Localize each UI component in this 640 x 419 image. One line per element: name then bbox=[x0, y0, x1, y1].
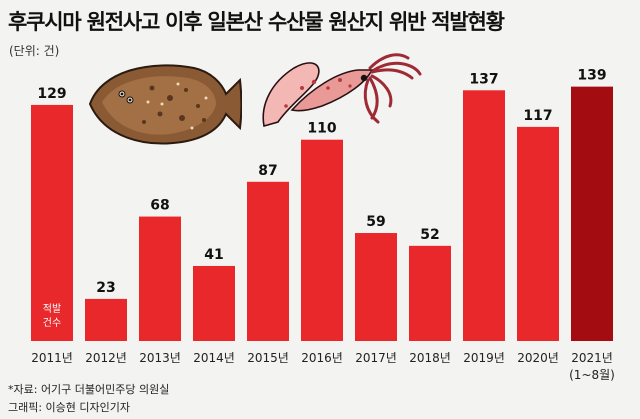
x-tick-label: 2015년 bbox=[247, 351, 289, 365]
bar-2014년 bbox=[193, 265, 235, 341]
x-tick-label: 2020년 bbox=[517, 351, 559, 365]
graphic-credit: 그래픽: 이승현 디자인기자 bbox=[8, 401, 131, 414]
x-tick-label: 2013년 bbox=[139, 351, 181, 365]
source-credits: *자료: 어기구 더불어민주당 의원실 그래픽: 이승현 디자인기자 bbox=[8, 381, 169, 417]
bar-2020년 bbox=[517, 126, 559, 341]
bar-2018년 bbox=[409, 245, 451, 341]
x-tick-label: 2017년 bbox=[355, 351, 397, 365]
value-label: 117 bbox=[523, 108, 552, 124]
value-label: 23 bbox=[96, 280, 115, 296]
bar-inner-label: 적발 bbox=[43, 303, 61, 315]
bar-inner-label: 건수 bbox=[43, 317, 61, 329]
value-label: 139 bbox=[577, 68, 606, 84]
value-label: 41 bbox=[204, 247, 223, 263]
value-label: 52 bbox=[420, 227, 439, 243]
bar-2012년 bbox=[85, 298, 127, 341]
x-tick-label: 2016년 bbox=[301, 351, 343, 365]
unit-label: (단위: 건) bbox=[9, 44, 60, 58]
bar-2021년 bbox=[571, 86, 613, 341]
bar-2011년 bbox=[31, 104, 73, 342]
value-label: 68 bbox=[150, 198, 169, 214]
x-tick-label: 2019년 bbox=[463, 351, 505, 365]
squid-illustration bbox=[262, 53, 422, 128]
flatfish-illustration bbox=[88, 64, 242, 145]
x-tick-label: 2014년 bbox=[193, 351, 235, 365]
bar-2017년 bbox=[355, 233, 397, 341]
x-tick-label: 2018년 bbox=[409, 351, 451, 365]
x-tick-label: 2021년 bbox=[571, 351, 613, 365]
value-label: 59 bbox=[366, 214, 385, 230]
value-label: 87 bbox=[258, 163, 277, 179]
source-text: *자료: 어기구 더불어민주당 의원실 bbox=[8, 383, 170, 396]
bar-2015년 bbox=[247, 181, 289, 341]
x-tick-label: 2011년 bbox=[31, 351, 73, 365]
x-tick-label: 2012년 bbox=[85, 351, 127, 365]
page-title: 후쿠시마 원전사고 이후 일본산 수산물 원산지 위반 적발현황 bbox=[8, 10, 505, 34]
value-label: 129 bbox=[37, 86, 66, 102]
bar-2019년 bbox=[463, 90, 505, 341]
value-label: 137 bbox=[469, 71, 498, 87]
x-tick-sublabel: (1~8월) bbox=[569, 368, 615, 382]
value-label: 110 bbox=[307, 121, 336, 137]
bar-2013년 bbox=[139, 216, 181, 341]
bar-2016년 bbox=[301, 139, 343, 341]
